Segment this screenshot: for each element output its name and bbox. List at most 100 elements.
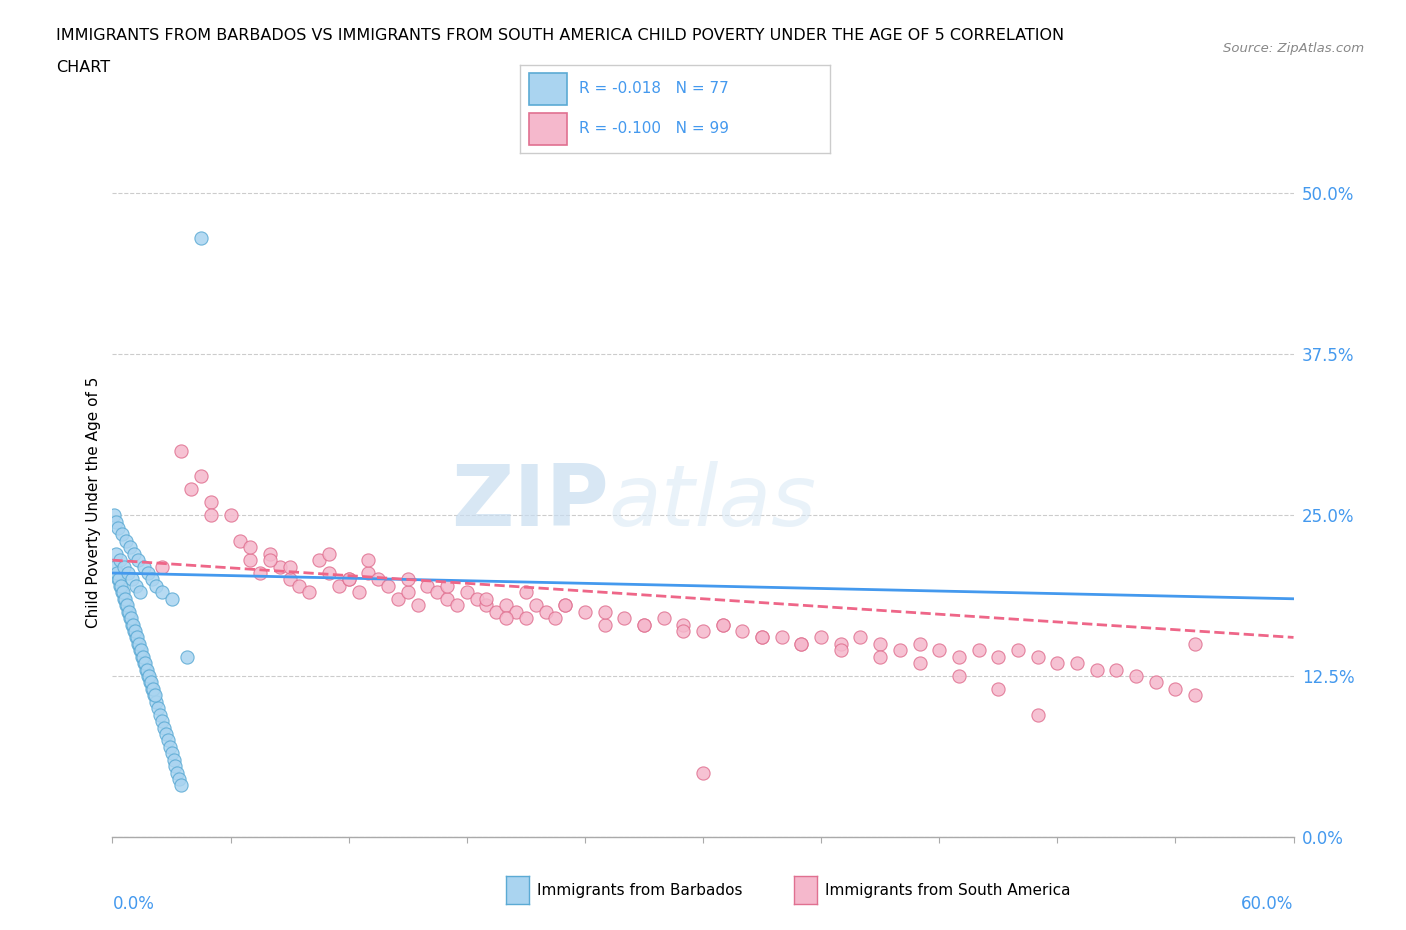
Point [436,591,458,606]
Point [278,572,301,587]
Point [149,707,172,722]
Point [150,559,173,574]
Point [524,598,547,613]
Point [150,585,173,600]
Point [1066,656,1088,671]
Point [104,559,127,574]
Point [367,572,389,587]
Point [170,778,193,793]
Point [948,649,970,664]
Point [505,604,527,619]
Point [259,546,281,561]
Point [156,733,179,748]
Point [190,231,212,246]
Point [288,578,311,593]
Point [475,591,498,606]
Point [146,701,169,716]
Text: ZIP: ZIP [451,460,609,544]
Point [107,521,129,536]
Point [711,618,734,632]
Point [1144,675,1167,690]
Point [143,688,166,703]
Point [830,636,852,651]
Point [122,618,145,632]
Point [495,598,517,613]
Point [200,508,222,523]
Point [869,649,891,664]
Point [155,726,177,741]
Point [170,444,193,458]
Point [112,559,135,574]
Point [169,772,191,787]
Text: Immigrants from Barbados: Immigrants from Barbados [537,884,742,898]
Point [308,552,330,567]
Point [790,636,813,651]
Point [122,546,145,561]
Point [117,565,139,580]
Point [134,656,156,671]
Point [105,546,128,561]
Point [889,643,911,658]
Point [107,565,129,580]
Point [593,618,616,632]
Point [190,469,212,484]
Point [830,643,852,658]
Point [108,572,131,587]
Point [132,656,155,671]
Point [110,578,132,593]
Point [107,572,129,587]
Point [112,591,135,606]
Point [160,591,183,606]
Point [129,643,152,658]
Point [1164,682,1187,697]
Point [436,578,458,593]
Point [145,695,167,710]
Point [120,611,142,626]
Point [987,649,1010,664]
Point [176,649,198,664]
Point [120,539,142,554]
FancyBboxPatch shape [530,113,567,145]
Point [278,559,301,574]
Point [790,636,813,651]
Point [613,611,636,626]
Text: CHART: CHART [56,60,110,75]
Point [127,552,149,567]
Point [118,604,141,619]
Point [129,585,152,600]
Text: 60.0%: 60.0% [1241,895,1294,913]
Point [908,636,931,651]
Point [672,618,695,632]
Point [347,585,370,600]
Point [132,649,155,664]
Point [132,559,155,574]
Point [544,611,567,626]
Point [103,508,125,523]
Point [141,682,163,697]
Text: IMMIGRANTS FROM BARBADOS VS IMMIGRANTS FROM SOUTH AMERICA CHILD POVERTY UNDER TH: IMMIGRANTS FROM BARBADOS VS IMMIGRANTS F… [56,28,1064,43]
Point [318,546,340,561]
Point [298,585,321,600]
Point [495,611,517,626]
Point [692,765,714,780]
Point [633,618,655,632]
Point [574,604,596,619]
Point [633,618,655,632]
Point [554,598,576,613]
Point [357,552,380,567]
Point [908,656,931,671]
Point [150,713,173,728]
Point [456,585,478,600]
Point [928,643,950,658]
Point [554,598,576,613]
Point [124,623,146,638]
Point [114,591,136,606]
Point [406,598,429,613]
Point [1007,643,1029,658]
Point [249,565,271,580]
Point [165,759,187,774]
Point [141,572,163,587]
Point [127,630,149,644]
Text: 0.0%: 0.0% [112,895,155,913]
Point [125,630,148,644]
